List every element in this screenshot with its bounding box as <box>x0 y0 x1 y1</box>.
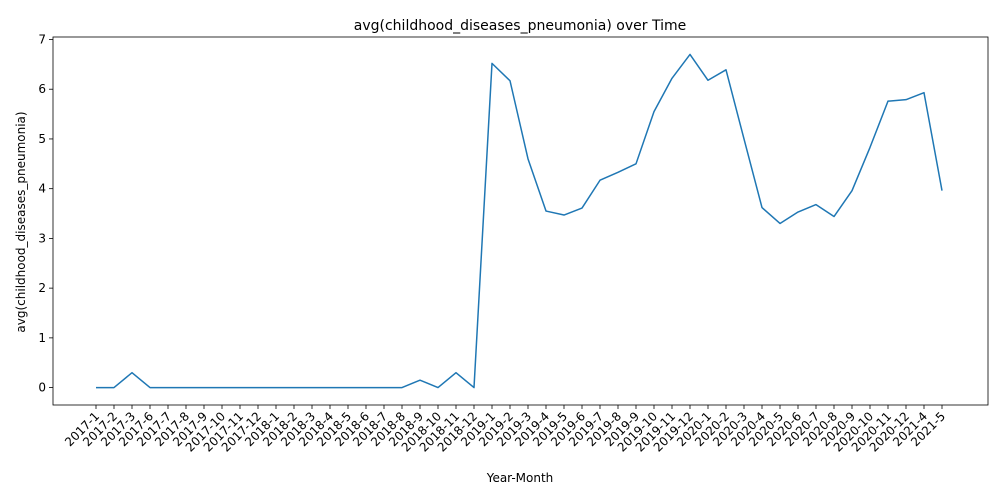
y-tick-label: 5 <box>38 132 46 146</box>
x-axis-label: Year-Month <box>486 471 554 485</box>
y-tick-label: 2 <box>38 281 46 295</box>
y-axis-label: avg(childhood_diseases_pneumonia) <box>14 111 28 332</box>
y-tick-label: 1 <box>38 331 46 345</box>
y-tick-label: 0 <box>38 381 46 395</box>
plot-area: 012345672017-12017-22017-32017-62017-720… <box>38 32 989 455</box>
y-tick-label: 3 <box>38 231 46 245</box>
y-tick-label: 4 <box>38 182 46 196</box>
y-tick-label: 6 <box>38 82 46 96</box>
y-tick-label: 7 <box>38 32 46 46</box>
chart-title: avg(childhood_diseases_pneumonia) over T… <box>354 18 686 34</box>
axes-frame <box>52 36 989 406</box>
series-line <box>96 53 943 389</box>
